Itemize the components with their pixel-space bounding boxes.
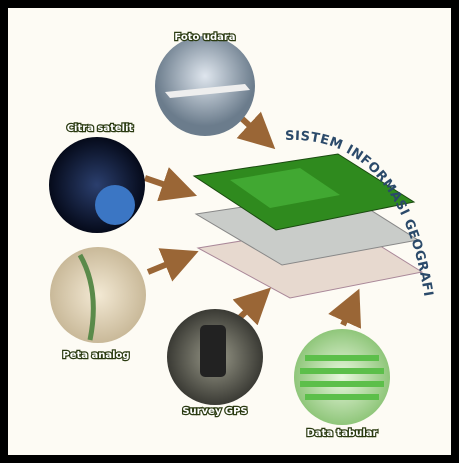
label: Citra satelit [67,123,134,134]
photo-table [294,329,390,425]
earth [95,185,135,225]
gps-device [200,325,226,377]
photo-satellite [49,137,145,233]
plane [165,84,250,98]
label: Survey GPS [182,406,247,417]
layer-detail [230,168,340,208]
photo-aerial [155,36,255,136]
map-line [77,253,96,341]
table-rows [300,355,384,400]
label: Peta analog [62,350,129,361]
photo-map [50,247,146,343]
label: Foto udara [174,32,235,43]
label: Data tabular [307,428,378,439]
